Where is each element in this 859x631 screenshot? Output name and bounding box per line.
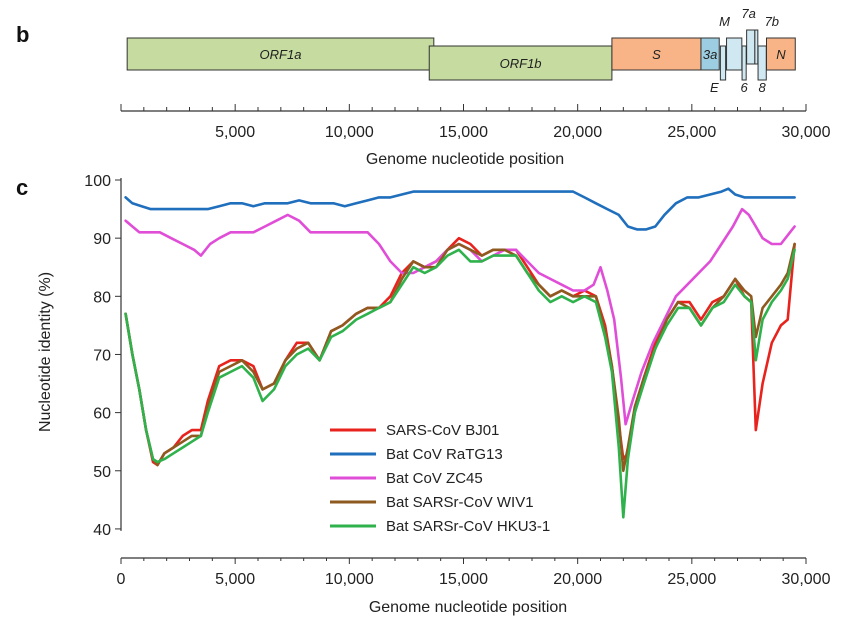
x-tick-label-4: 20,000 <box>553 571 602 588</box>
panel-b-tick-label-3: 20,000 <box>553 124 602 141</box>
panel-b-tick-label-0: 5,000 <box>215 124 255 141</box>
gene-label-2: S <box>652 47 661 62</box>
panel-b-tick-label-4: 25,000 <box>667 124 716 141</box>
series-line-1 <box>124 187 796 231</box>
gene-block-0 <box>126 37 435 71</box>
gene-block-8 <box>754 29 759 65</box>
gene-block-5 <box>726 37 743 71</box>
gene-label-10: N <box>776 47 786 62</box>
identity-plot: 0 5,000 10,000 15,000 20,000 25,000 30,000 40 50… <box>84 173 830 588</box>
gene-label-9: 8 <box>759 80 767 95</box>
y-tick-label-3: 70 <box>93 347 111 364</box>
y-tick-label-2: 60 <box>93 406 111 423</box>
gene-block-7 <box>746 29 756 65</box>
gene-label-1: ORF1b <box>500 56 542 71</box>
gene-label-0: ORF1a <box>260 47 302 62</box>
gene-label-7: 7a <box>741 6 755 21</box>
gene-label-8: 7b <box>765 14 779 29</box>
panel-c-letter: c <box>16 175 28 200</box>
panel-b-tick-label-5: 30,000 <box>782 124 831 141</box>
y-tick-label-0: 40 <box>93 522 111 539</box>
genome-position-axis: 5,000 10,000 15,000 20,000 25,000 30,000 <box>120 104 831 141</box>
x-tick-label-5: 25,000 <box>667 571 716 588</box>
x-tick-label-1: 5,000 <box>215 571 255 588</box>
legend-label-1: Bat CoV RaTG13 <box>386 446 503 463</box>
y-tick-label-5: 90 <box>93 231 111 248</box>
panel-b-letter: b <box>16 22 29 47</box>
gene-block-2 <box>611 37 702 71</box>
gene-label-3: 3a <box>703 47 717 62</box>
gene-label-6: 6 <box>741 80 749 95</box>
y-tick-label-6: 100 <box>84 173 111 190</box>
gene-block-3 <box>700 37 720 71</box>
gene-block-9 <box>757 45 767 81</box>
y-tick-label-1: 50 <box>93 464 111 481</box>
legend: SARS-CoV BJ01 Bat CoV RaTG13 Bat CoV ZC45 B… <box>330 422 550 535</box>
gene-block-10 <box>765 37 796 71</box>
panel-b-tick-label-2: 15,000 <box>439 124 488 141</box>
panel-b-tick-label-1: 10,000 <box>325 124 374 141</box>
series-line-0 <box>124 236 796 467</box>
legend-label-3: Bat SARSr-CoV WIV1 <box>386 494 534 511</box>
panel-c-x-axis-title: Genome nucleotide position <box>369 599 567 616</box>
x-tick-label-0: 0 <box>117 571 126 588</box>
gene-block-4 <box>719 45 727 81</box>
gene-block-1 <box>428 45 613 81</box>
legend-label-4: Bat SARSr-CoV HKU3-1 <box>386 518 550 535</box>
series-line-4 <box>124 248 796 519</box>
x-tick-label-3: 15,000 <box>439 571 488 588</box>
gene-label-4: E <box>710 80 719 95</box>
gene-block-6 <box>741 45 747 81</box>
panel-c-y-axis-title: Nucleotide identity (%) <box>37 272 54 432</box>
legend-label-0: SARS-CoV BJ01 <box>386 422 499 439</box>
y-tick-label-4: 80 <box>93 289 111 306</box>
genome-map: ORF1a ORF1b S 3a E M 6 7a 7b 8 N <box>126 6 796 95</box>
x-tick-label-2: 10,000 <box>325 571 374 588</box>
gene-label-5: M <box>719 14 730 29</box>
legend-label-2: Bat CoV ZC45 <box>386 470 483 487</box>
x-tick-label-6: 30,000 <box>782 571 831 588</box>
panel-b-x-axis-title: Genome nucleotide position <box>366 151 564 168</box>
